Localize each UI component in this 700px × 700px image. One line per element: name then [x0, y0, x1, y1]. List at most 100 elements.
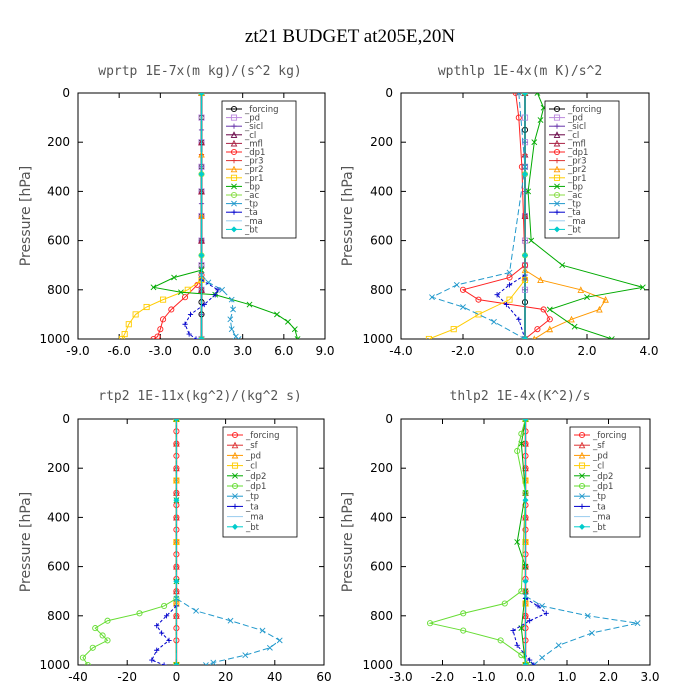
data-point: [228, 296, 235, 303]
data-point: [173, 661, 180, 665]
data-point: [535, 603, 541, 609]
legend-label: _tp: [245, 492, 259, 502]
data-point: [235, 336, 242, 339]
legend-marker: [578, 431, 586, 439]
x-tick-label: -9.0: [66, 344, 89, 358]
data-point: [528, 237, 535, 244]
data-point: [514, 447, 521, 455]
series-tp: [429, 93, 528, 339]
legend-entry: _cl: [574, 462, 604, 472]
data-point: [84, 661, 91, 665]
data-point: [521, 171, 529, 178]
data-point: [92, 625, 99, 632]
legend-entry: _pd: [226, 114, 260, 124]
budget-panel-4: thlp2 1E-4x(K^2)/s Pressure [hPa] -3.0 -2.0…: [340, 389, 660, 684]
x-tick-label: 6.0: [274, 344, 293, 358]
legend-label: _cl: [567, 131, 579, 141]
y-tick-label: 400: [370, 510, 393, 524]
legend-marker: [554, 183, 560, 190]
legend-label: _tp: [592, 492, 606, 502]
legend-entry: _forcing: [226, 105, 279, 115]
data-point: [537, 117, 544, 123]
data-point: [198, 335, 205, 339]
legend-marker: [554, 123, 560, 129]
series-area: [425, 93, 646, 339]
x-tick-label: 9.0: [315, 344, 334, 358]
x-tick-label: 60: [316, 670, 331, 684]
legend-entry: _bp: [226, 182, 260, 192]
legend-marker: [230, 114, 238, 121]
series-tp: [173, 595, 283, 665]
legend-entry: _mfl: [549, 139, 586, 149]
legend-marker: [232, 493, 238, 500]
series-dp1: [150, 271, 205, 339]
data-point: [634, 620, 641, 627]
data-point: [429, 294, 435, 301]
data-point: [527, 618, 533, 624]
y-axis-label: Pressure [hPa]: [18, 166, 34, 266]
data-point: [521, 335, 529, 339]
series-line: [184, 279, 219, 339]
x-tick-label: 4.0: [639, 344, 658, 358]
data-point: [198, 171, 205, 178]
legend-marker: [578, 451, 586, 459]
data-point: [531, 662, 537, 665]
data-point: [531, 139, 538, 146]
data-point: [522, 336, 528, 339]
series-line: [201, 274, 239, 339]
data-point: [171, 274, 177, 281]
series-line: [496, 274, 526, 339]
legend-label: _bt: [244, 225, 259, 235]
legend-label: _sicl: [244, 122, 263, 132]
data-point: [515, 114, 522, 121]
data-point: [514, 539, 521, 545]
legend: _forcing_pd_sicl_cl_mfl_dp1_pr3_pr2_pr1_…: [544, 100, 620, 239]
data-point: [518, 588, 525, 595]
legend-entry: _ac: [226, 191, 259, 201]
legend-label: _dp1: [244, 148, 265, 158]
y-tick-label: 1000: [362, 658, 393, 672]
legend-marker: [553, 139, 561, 147]
panel-title: rtp2 1E-11x(kg^2)/(kg^2 s): [98, 389, 302, 404]
data-point: [157, 326, 164, 333]
legend-label: _forcing: [244, 105, 279, 115]
data-point: [160, 296, 167, 303]
legend: _forcing_pd_sicl_cl_mfl_dp1_pr3_pr2_pr1_…: [221, 100, 297, 239]
data-point: [475, 311, 482, 318]
data-point: [294, 336, 301, 339]
data-point: [506, 274, 513, 281]
legend-entry: _dp2: [574, 472, 613, 482]
data-point: [173, 578, 180, 585]
data-point: [497, 637, 504, 644]
y-tick-label: 400: [47, 510, 70, 524]
series-line: [428, 279, 526, 339]
legend-label: _dp1: [592, 482, 613, 492]
legend-entry: _ac: [549, 191, 582, 201]
series-tp: [198, 272, 242, 339]
legend-entry: _ma: [227, 513, 264, 523]
y-axis-label: Pressure [hPa]: [18, 492, 34, 592]
x-tick-label: 0.0: [516, 670, 535, 684]
data-point: [460, 610, 467, 617]
data-point: [584, 294, 590, 301]
series-bp: [150, 267, 301, 339]
data-point: [534, 326, 541, 333]
legend-marker: [230, 174, 238, 181]
data-point: [584, 612, 591, 619]
data-point: [104, 617, 111, 624]
data-point: [602, 296, 609, 303]
series-bt: [521, 93, 529, 339]
legend-marker: [579, 472, 585, 479]
legend-marker: [231, 523, 239, 530]
data-point: [503, 301, 509, 308]
series-line: [82, 598, 177, 665]
data-point: [186, 331, 192, 337]
legend-entry: _mfl: [226, 139, 263, 149]
data-point: [173, 662, 180, 665]
data-point: [577, 286, 585, 293]
data-point: [150, 284, 157, 291]
data-point: [201, 301, 207, 308]
legend-entry: _forcing: [549, 105, 602, 115]
legend-entry: _cl: [227, 462, 257, 472]
